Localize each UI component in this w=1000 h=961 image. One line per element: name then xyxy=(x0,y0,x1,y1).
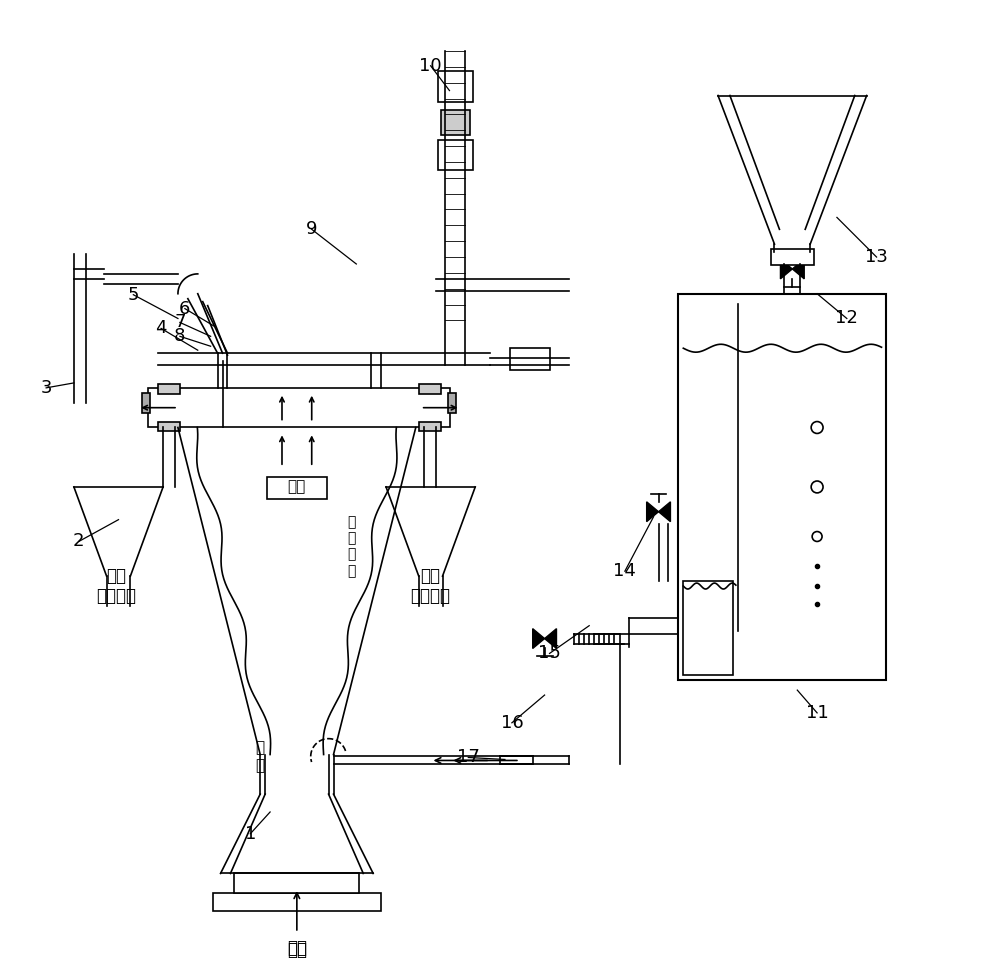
Text: 17: 17 xyxy=(457,749,480,767)
Text: 6: 6 xyxy=(179,300,191,317)
Bar xyxy=(267,477,327,499)
Bar xyxy=(771,249,814,265)
Polygon shape xyxy=(647,502,659,522)
Bar xyxy=(438,71,473,103)
Bar xyxy=(448,393,456,412)
Text: 1: 1 xyxy=(245,825,256,843)
Text: 通向
称重水槽: 通向 称重水槽 xyxy=(97,567,137,605)
Polygon shape xyxy=(659,502,670,522)
Text: 空气: 空气 xyxy=(287,941,307,959)
Bar xyxy=(510,348,550,370)
Text: 空气: 空气 xyxy=(287,939,307,957)
Bar xyxy=(438,140,473,170)
Text: 7: 7 xyxy=(174,313,186,332)
Polygon shape xyxy=(545,628,556,649)
Text: 16: 16 xyxy=(501,714,523,731)
Text: 射
流: 射 流 xyxy=(256,740,265,773)
Bar xyxy=(148,388,450,428)
Text: 通向
称重水槽: 通向 称重水槽 xyxy=(411,567,451,605)
Text: 液滴: 液滴 xyxy=(288,480,306,495)
Text: 5: 5 xyxy=(128,285,139,304)
Text: 9: 9 xyxy=(306,220,317,238)
Bar xyxy=(500,756,533,764)
Text: 15: 15 xyxy=(538,645,561,662)
Text: 12: 12 xyxy=(835,309,858,328)
Polygon shape xyxy=(533,628,545,649)
Bar xyxy=(678,294,886,680)
Bar xyxy=(142,393,150,412)
Bar xyxy=(158,422,180,431)
Text: 8: 8 xyxy=(174,328,186,345)
Polygon shape xyxy=(780,259,792,279)
Text: 3: 3 xyxy=(40,379,52,397)
Text: 13: 13 xyxy=(865,248,888,266)
Bar xyxy=(234,874,359,893)
Bar xyxy=(419,422,441,431)
Text: 11: 11 xyxy=(806,703,828,722)
Text: 2: 2 xyxy=(73,532,85,551)
Bar xyxy=(441,111,470,136)
Bar xyxy=(213,893,381,911)
Text: 14: 14 xyxy=(613,562,636,580)
Polygon shape xyxy=(792,259,804,279)
Bar xyxy=(683,581,733,676)
Bar xyxy=(158,383,180,394)
Text: 10: 10 xyxy=(419,57,442,75)
Bar xyxy=(419,383,441,394)
Text: 4: 4 xyxy=(155,319,167,337)
Text: 贴
壁
液
膜: 贴 壁 液 膜 xyxy=(347,515,356,578)
